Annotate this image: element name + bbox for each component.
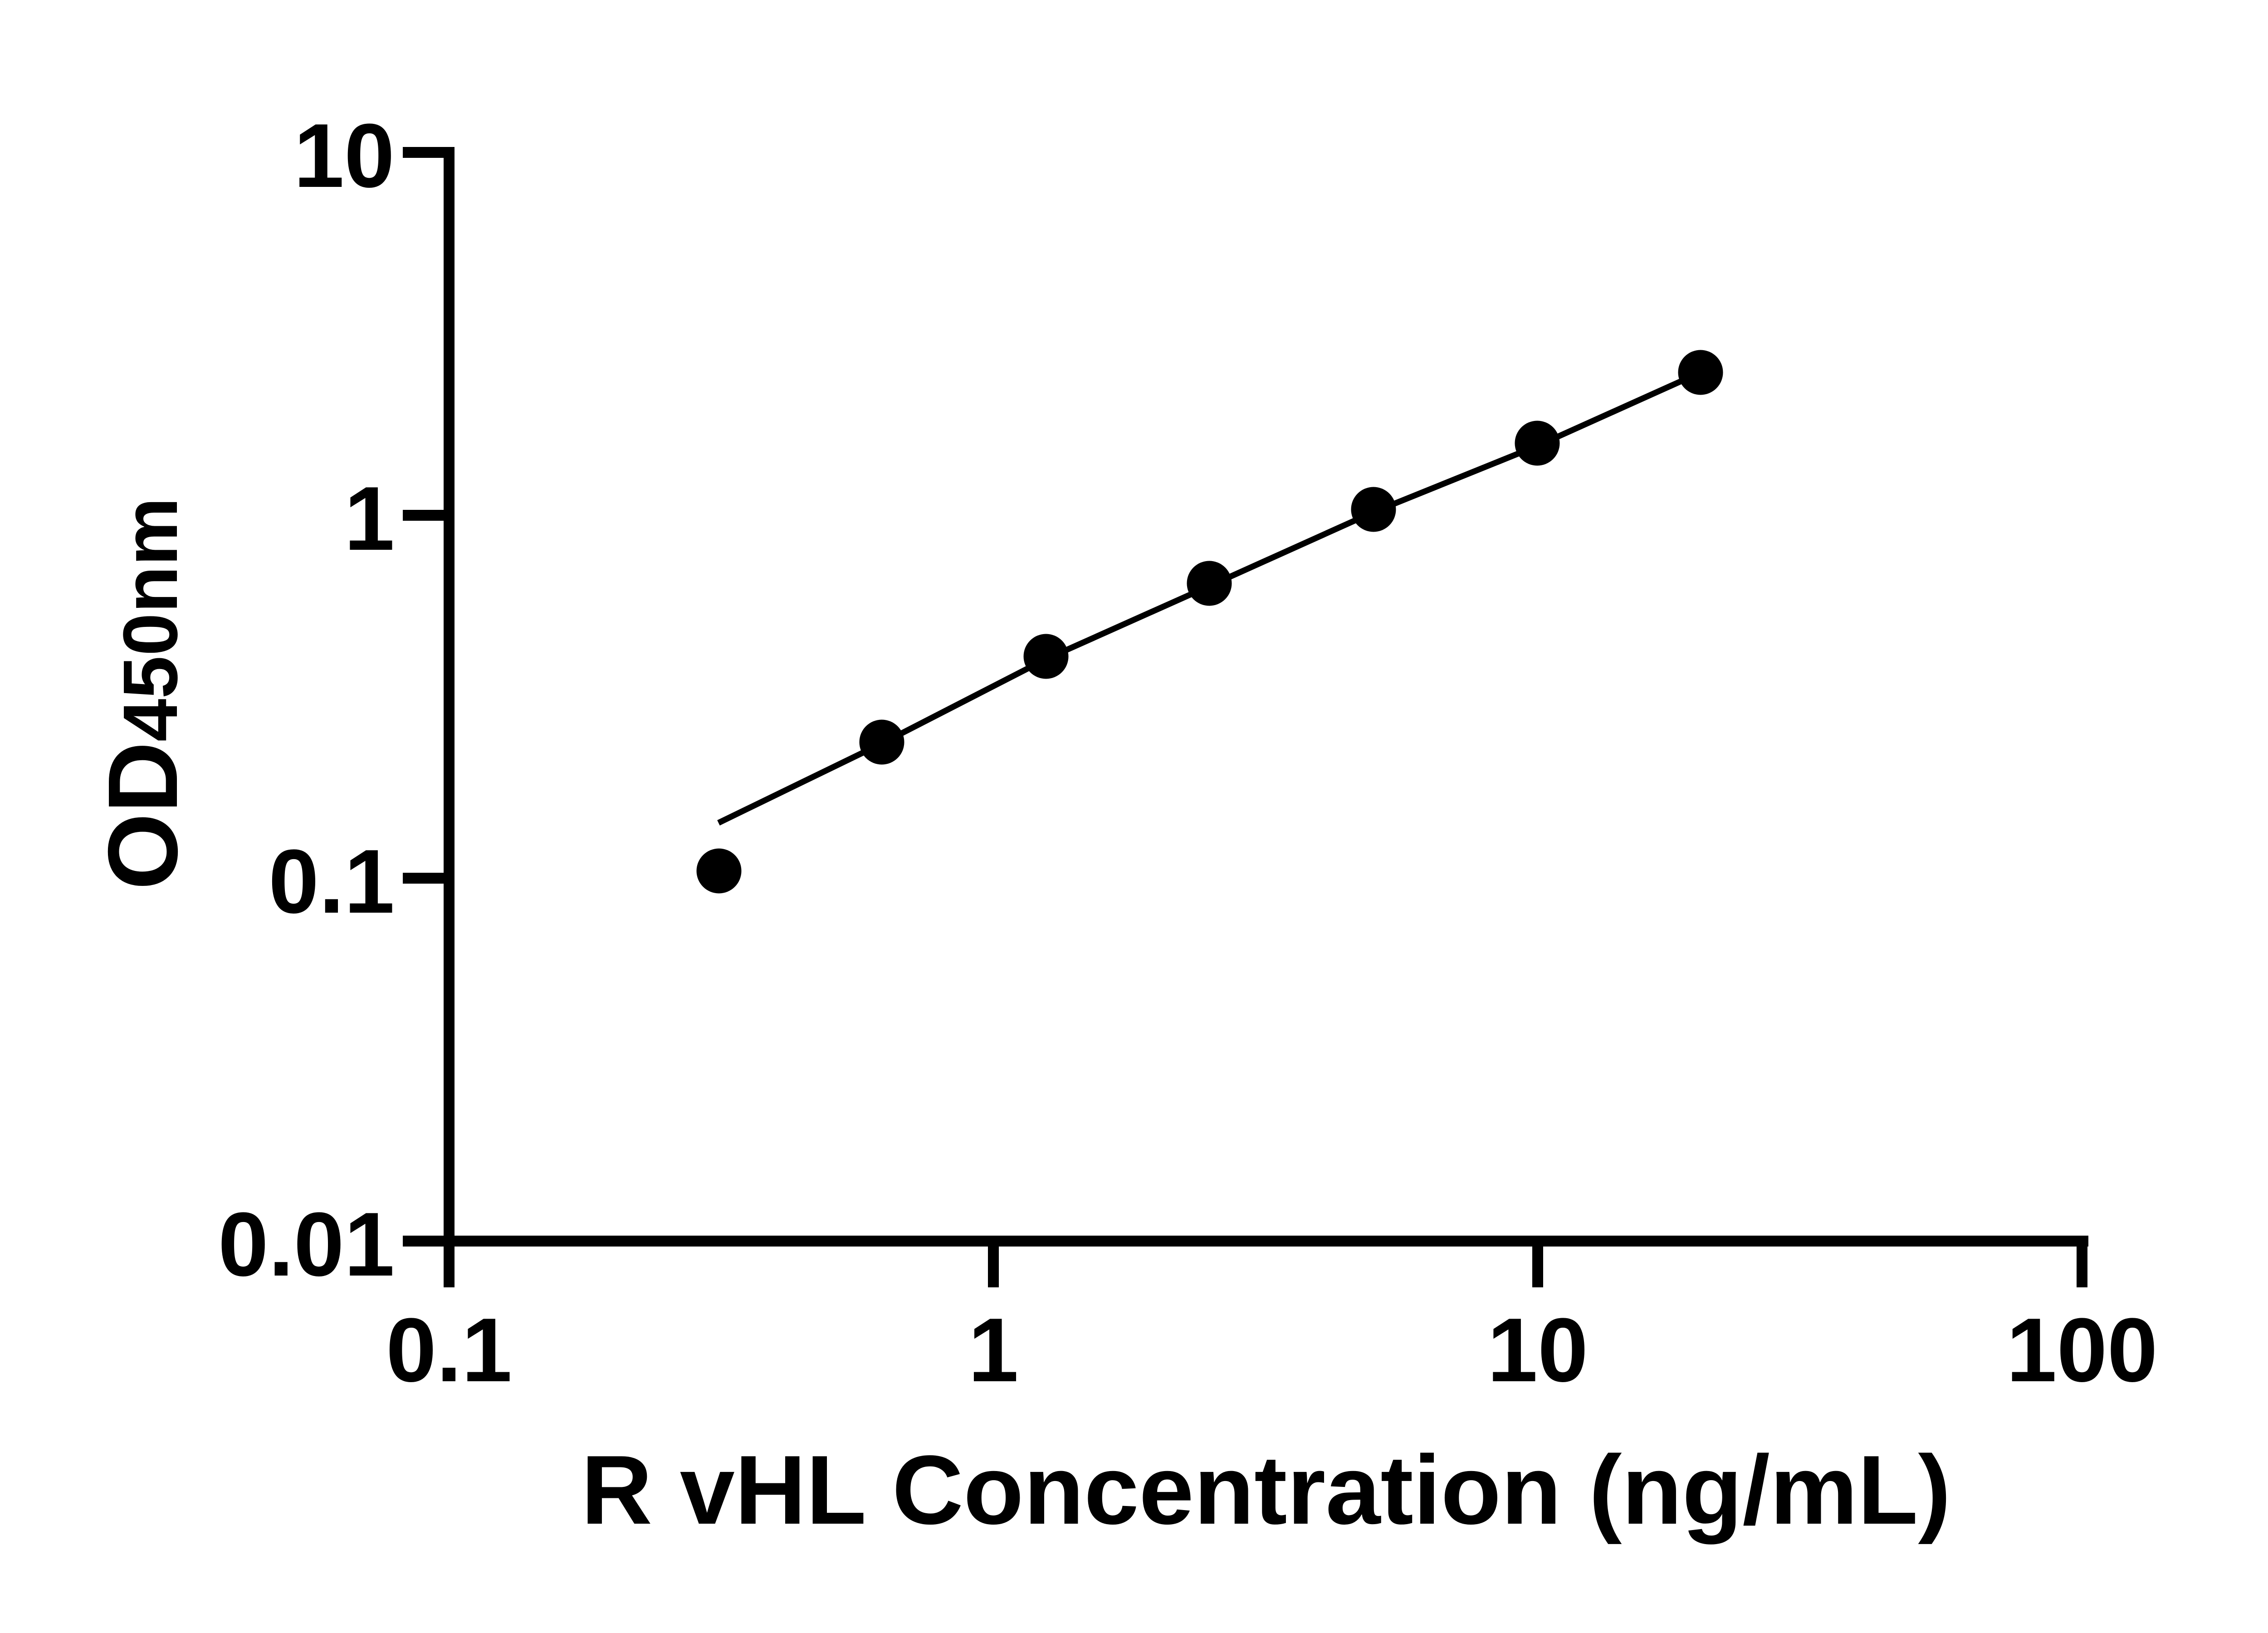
svg-text:0.1: 0.1 [386, 1300, 512, 1401]
svg-text:10: 10 [294, 105, 395, 206]
svg-text:10: 10 [1487, 1300, 1588, 1401]
svg-text:1: 1 [968, 1300, 1018, 1401]
svg-text:0.1: 0.1 [269, 831, 395, 932]
svg-text:R vHL Concentration (ng/mL): R vHL Concentration (ng/mL) [581, 1435, 1951, 1545]
svg-text:OD450nm: OD450nm [88, 497, 198, 890]
svg-text:1: 1 [344, 468, 395, 569]
svg-text:0.01: 0.01 [218, 1194, 395, 1295]
svg-text:100: 100 [2006, 1300, 2158, 1401]
